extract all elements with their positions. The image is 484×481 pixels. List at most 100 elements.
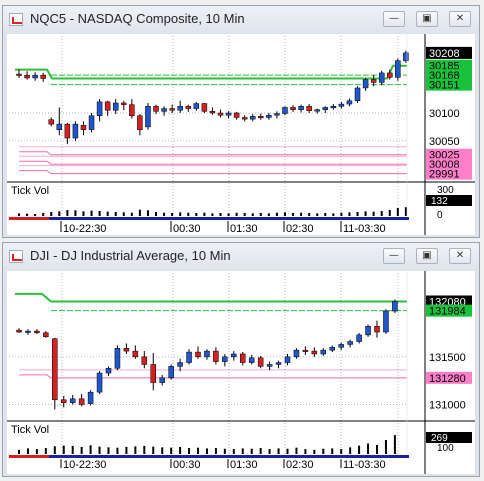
candle-body [185, 106, 192, 109]
green-level-line [15, 64, 407, 80]
volume-bar [170, 447, 173, 454]
volume-bar [358, 445, 361, 454]
volume-bar [227, 213, 230, 216]
time-axis-label: 10-22:30 [63, 459, 106, 471]
volume-bar [152, 446, 155, 454]
candle-body [193, 103, 200, 109]
minimize-button[interactable]: — [383, 248, 405, 264]
volume-bar [313, 449, 316, 454]
close-button[interactable]: ✕ [449, 11, 471, 27]
price-level-tag [426, 167, 472, 180]
time-axis-label: 10-22:30 [63, 223, 106, 235]
volume-bar [80, 447, 83, 454]
candle-body [204, 350, 210, 358]
candle-body [88, 115, 95, 130]
volume-bar [71, 445, 74, 454]
volume-bar [179, 447, 182, 454]
price-level-tag [426, 59, 472, 72]
volume-bar [219, 213, 222, 216]
candle-body [222, 356, 228, 362]
volume-bar [44, 448, 47, 454]
price-level-tag [426, 304, 472, 317]
candle-body [370, 79, 377, 83]
candle-body [121, 102, 127, 105]
time-axis-label: 00:30 [173, 459, 201, 471]
chart-area[interactable]: Tick Vol 1315001310001320801319841312802… [7, 271, 475, 474]
volume-bar [143, 445, 146, 454]
pink-level-line [19, 170, 407, 175]
candle-body [302, 349, 309, 352]
candle-body [40, 74, 46, 79]
pink-level-line [19, 374, 407, 379]
candle-body [354, 87, 361, 102]
candle-body [168, 366, 174, 379]
volume-bar [277, 448, 280, 454]
volume-bar [66, 210, 69, 216]
session-bar-blue [49, 217, 409, 220]
volume-bar [322, 448, 325, 454]
volume-bar [388, 210, 391, 216]
volume-axis-tick: 100 [437, 443, 454, 454]
nasdaq-chart[interactable]: Tick Vol 3010030050302083018530168301513… [7, 34, 475, 237]
chart-window-nasdaq[interactable]: NQC5 - NASDAQ Composite, 10 Min — ▣ ✕ Ti… [2, 5, 480, 238]
dji-chart[interactable]: Tick Vol 1315001310001320801319841312802… [7, 271, 475, 474]
volume-bar [211, 213, 214, 216]
session-bar-blue [49, 455, 409, 458]
candle-body [225, 112, 232, 116]
candle-body [306, 106, 312, 112]
volume-bar [138, 209, 141, 216]
candle-body [201, 103, 208, 112]
price-level-label: 131280 [429, 373, 466, 385]
price-level-tag [426, 78, 472, 91]
price-level-label: 131984 [429, 306, 466, 318]
candle-body [403, 52, 409, 61]
chart-area[interactable]: Tick Vol 30100 30050 30208 30185 30168 30151 3… [7, 34, 475, 237]
volume-bar [384, 440, 387, 454]
window-title: DJI - DJ Industrial Average, 10 Min [30, 248, 231, 263]
close-button[interactable]: ✕ [449, 248, 471, 264]
candle-body [141, 356, 148, 365]
candle-body [132, 350, 139, 358]
volume-label: Tick Vol [11, 424, 49, 436]
candle-body [159, 377, 165, 383]
candle-body [346, 100, 353, 105]
volume-bar [90, 210, 93, 216]
volume-bar [203, 212, 206, 216]
volume-bar [50, 212, 53, 216]
candle-body [153, 106, 159, 112]
volume-bar [340, 449, 343, 454]
volume-bar [42, 213, 45, 216]
volume-bar [267, 213, 270, 216]
price-level-tag [426, 158, 472, 171]
volume-bar [106, 211, 109, 216]
candle-body [266, 114, 272, 118]
candle-body [161, 108, 167, 112]
candle-body [275, 362, 282, 365]
volume-bar [155, 212, 158, 216]
chart-window-dji[interactable]: DJI - DJ Industrial Average, 10 Min — ▣ … [2, 242, 480, 477]
price-axis-tick: 131000 [429, 400, 466, 412]
volume-bar [161, 447, 164, 454]
candle-body [87, 391, 94, 404]
window-titlebar[interactable]: DJI - DJ Industrial Average, 10 Min — ▣ … [3, 243, 479, 270]
candle-body [387, 72, 393, 78]
price-level-label: 30185 [429, 61, 460, 73]
volume-bar [214, 448, 217, 454]
minimize-button[interactable]: — [383, 11, 405, 27]
restore-button[interactable]: ▣ [416, 11, 438, 27]
candle-body [392, 301, 398, 312]
volume-bar [259, 448, 262, 454]
restore-button[interactable]: ▣ [416, 248, 438, 264]
volume-bar [62, 445, 65, 454]
candle-body [383, 310, 389, 333]
candle-body [16, 329, 22, 333]
candle-body [320, 349, 327, 355]
volume-bar [179, 212, 182, 216]
volume-bar [372, 211, 375, 216]
price-level-label: 30208 [429, 48, 460, 60]
candle-body [374, 326, 380, 333]
volume-bar [188, 448, 191, 454]
window-titlebar[interactable]: NQC5 - NASDAQ Composite, 10 Min — ▣ ✕ [3, 6, 479, 33]
candle-body [96, 101, 103, 117]
chart-app-icon [9, 250, 23, 263]
